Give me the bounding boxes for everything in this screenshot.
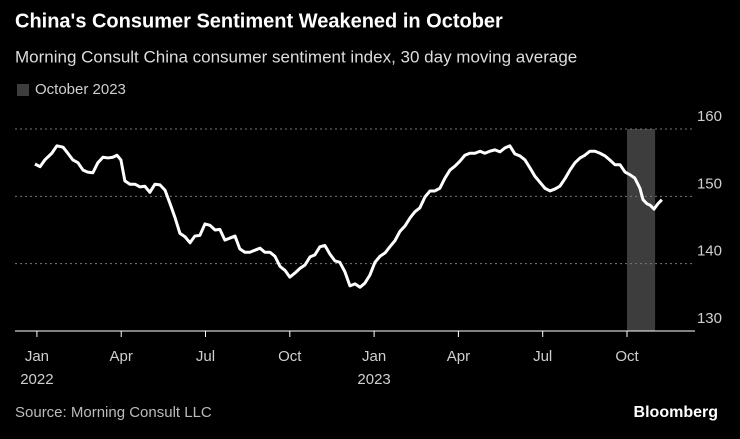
x-year-label: 2022 [20,371,53,388]
data-line [34,144,663,289]
y-tick-label: 140 [697,243,722,260]
highlight-band [627,129,656,331]
y-tick-label: 160 [697,108,722,125]
x-tick-label: Apr [447,348,470,365]
chart-subtitle: Morning Consult China consumer sentiment… [15,47,577,66]
x-tick-label: Jan [362,348,386,365]
x-tick-label: Jan [25,348,49,365]
x-tick-label: Jul [196,348,215,365]
x-tick-label: Oct [278,348,302,365]
x-year-label: 2023 [357,371,390,388]
x-tick-label: Oct [615,348,639,365]
x-tick-label: Apr [110,348,133,365]
y-tick-label: 150 [697,175,722,192]
legend-label: October 2023 [35,81,126,98]
brand: Bloomberg [634,404,718,421]
source: Source: Morning Consult LLC [15,404,212,421]
x-tick-label: Jul [533,348,552,365]
legend-swatch [17,84,29,96]
chart-title: China's Consumer Sentiment Weakened in O… [15,10,503,32]
y-tick-label: 130 [697,310,722,327]
